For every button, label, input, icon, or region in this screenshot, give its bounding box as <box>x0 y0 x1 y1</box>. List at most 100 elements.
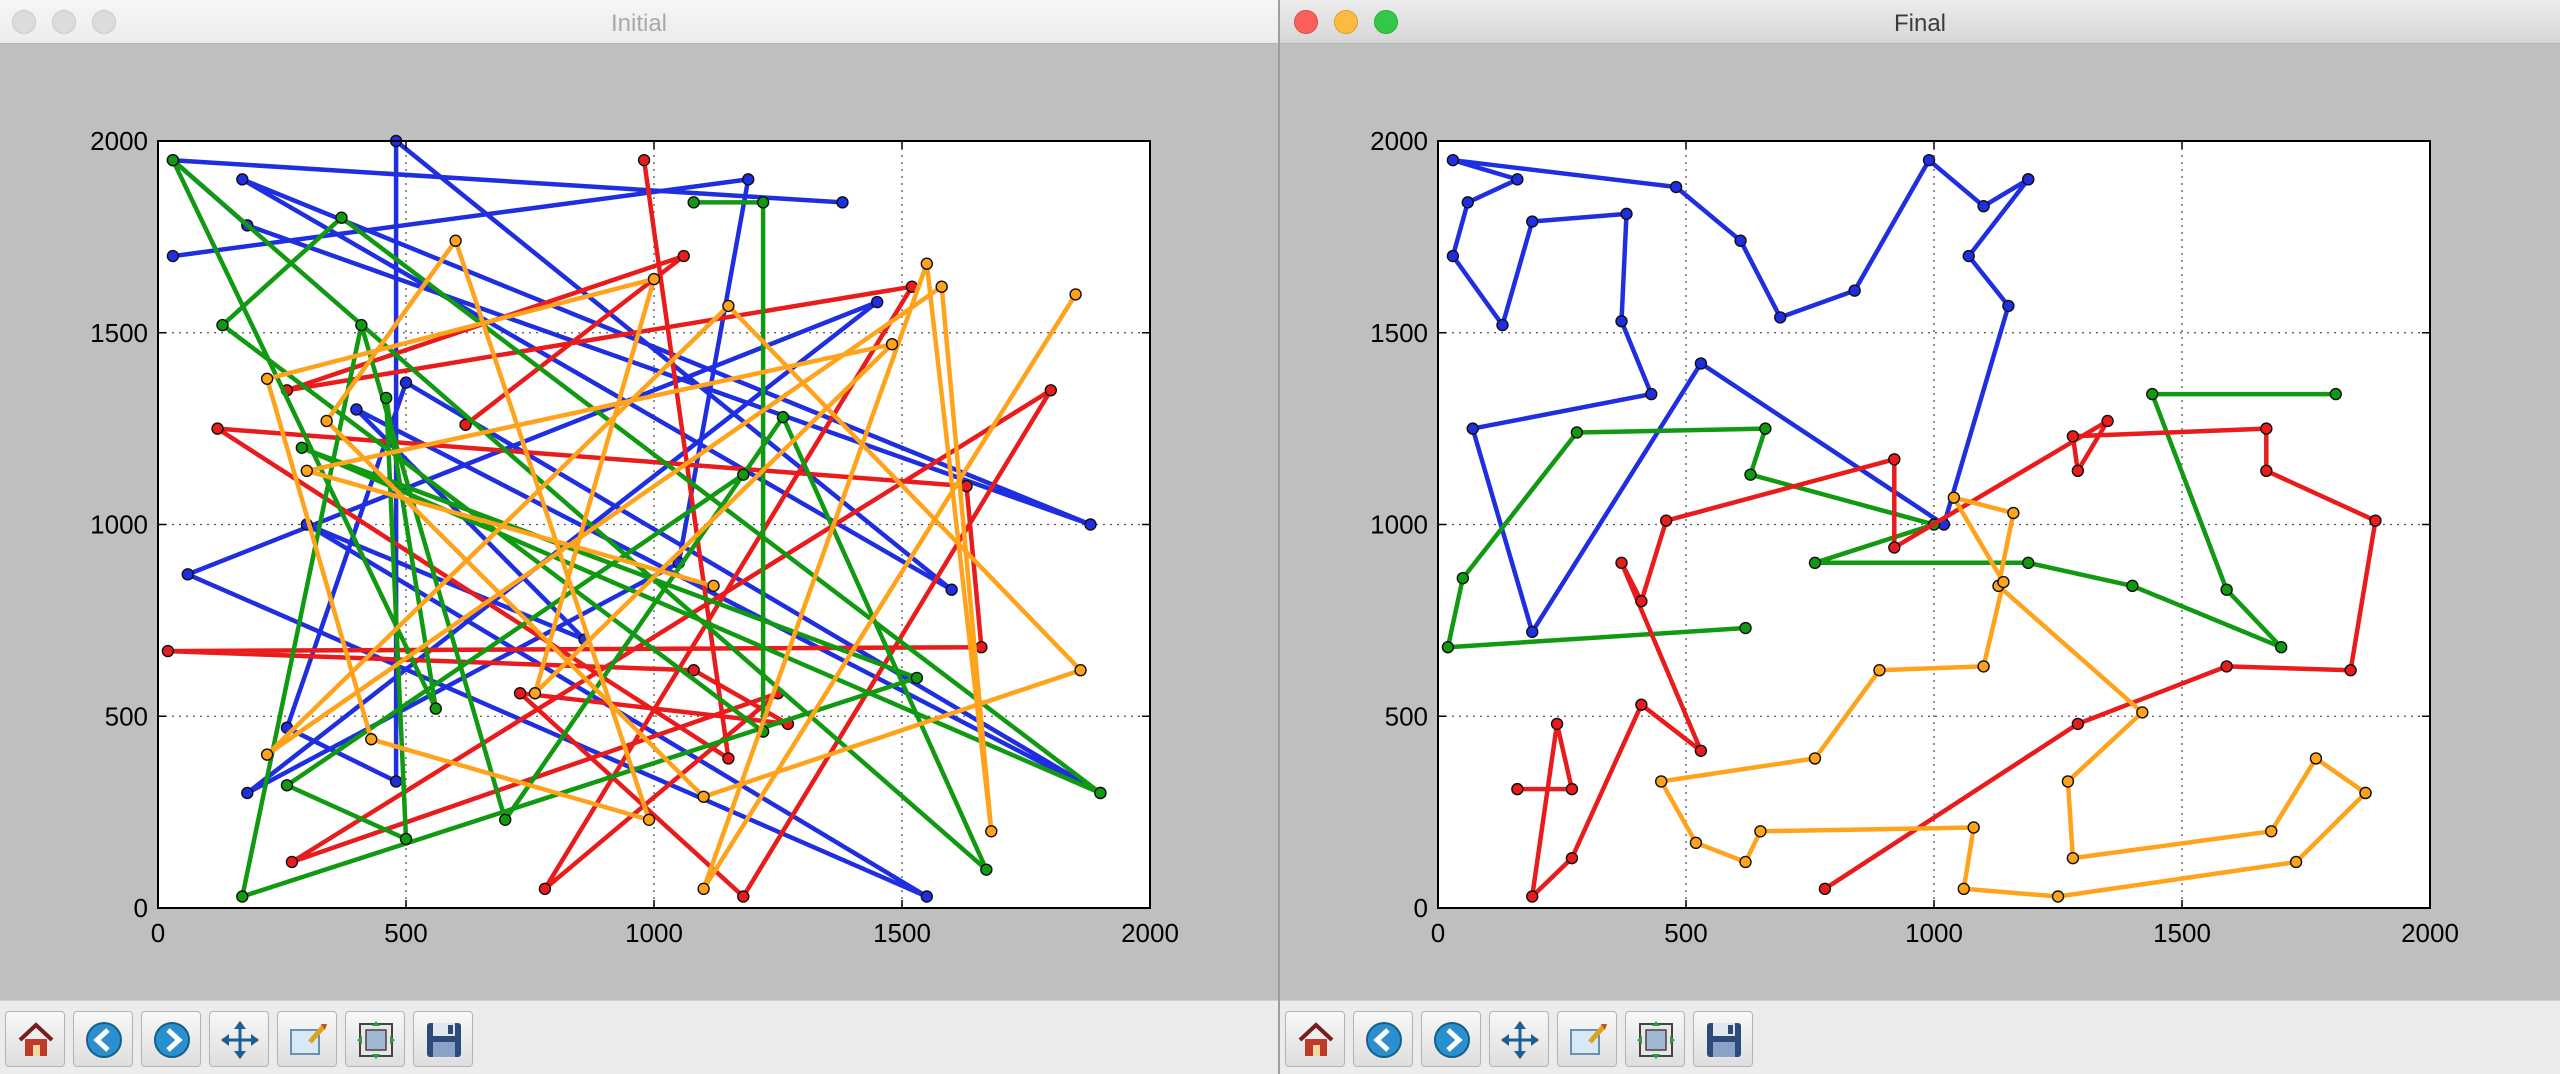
data-point <box>499 813 512 826</box>
title-bar[interactable]: Initial <box>0 0 1278 44</box>
data-point <box>1759 422 1772 435</box>
data-point <box>513 687 527 700</box>
data-point <box>1456 571 1470 585</box>
data-point <box>211 422 224 435</box>
data-point <box>1526 625 1539 639</box>
data-point <box>2275 641 2288 654</box>
initial-chart[interactable]: 0 500 1000 1500 2000 0 500 1000 1500 2000 <box>0 44 1278 999</box>
data-point <box>216 318 229 332</box>
pan-button[interactable] <box>1489 1011 1549 1067</box>
data-point <box>2265 825 2278 838</box>
minimize-button[interactable] <box>1334 10 1358 34</box>
data-point <box>1967 821 1980 834</box>
data-point <box>1094 786 1107 800</box>
pan-icon <box>1501 1021 1539 1059</box>
home-button[interactable] <box>5 1011 65 1067</box>
data-point <box>1977 199 1990 213</box>
data-point <box>910 671 924 685</box>
data-point <box>1947 491 1961 504</box>
zoom-rect-button[interactable] <box>1557 1011 1617 1067</box>
data-point <box>260 372 274 385</box>
data-point <box>538 882 552 896</box>
x-tick-label: 500 <box>384 918 427 948</box>
data-point <box>2051 890 2065 903</box>
pan-button[interactable] <box>209 1011 269 1067</box>
pan-icon <box>221 1021 259 1059</box>
data-point <box>687 196 700 209</box>
data-point <box>1645 387 1658 401</box>
data-point <box>1734 234 1747 247</box>
forward-arrow-button[interactable] <box>1421 1011 1481 1067</box>
data-point <box>1550 717 1564 731</box>
y-tick-label: 0 <box>134 893 148 923</box>
back-arrow-button[interactable] <box>73 1011 133 1067</box>
series-2 <box>1511 414 2382 903</box>
data-point <box>2007 506 2020 520</box>
series-2 <box>166 153 1107 903</box>
data-point <box>836 196 849 209</box>
data-point <box>1977 660 1990 673</box>
final-chart[interactable]: 0 500 1000 1500 2000 0 500 1000 1500 2000 <box>1280 44 2558 999</box>
zoom-button[interactable] <box>92 10 116 34</box>
data-point <box>2260 464 2273 478</box>
data-point <box>2002 299 2015 313</box>
x-tick-label: 2000 <box>1121 918 1179 948</box>
y-tick-label: 0 <box>1414 893 1428 923</box>
y-tick-label: 1000 <box>90 510 148 540</box>
data-point <box>181 568 194 581</box>
navigation-toolbar <box>1280 1000 2560 1074</box>
configure-subplots-button[interactable] <box>345 1011 405 1067</box>
data-point <box>2066 851 2080 865</box>
data-point <box>2022 173 2035 186</box>
back-arrow-button[interactable] <box>1353 1011 1413 1067</box>
forward-arrow-button[interactable] <box>141 1011 201 1067</box>
back-arrow-icon <box>86 1022 122 1058</box>
data-point <box>1446 249 1460 263</box>
data-point <box>2220 583 2233 596</box>
data-point <box>1744 468 1757 481</box>
close-button[interactable] <box>1294 10 1318 34</box>
data-point <box>2369 514 2382 527</box>
zoom-button[interactable] <box>1374 10 1398 34</box>
data-point <box>161 644 175 658</box>
data-point <box>776 410 790 424</box>
data-point <box>399 832 413 846</box>
minimize-button[interactable] <box>52 10 76 34</box>
configure-subplots-button[interactable] <box>1625 1011 1685 1067</box>
data-point <box>1818 882 1832 896</box>
data-point <box>1565 782 1579 796</box>
data-point <box>2344 664 2357 677</box>
final-window: Final 0 500 1000 1500 2000 0 500 1000 1500 2000 <box>1280 0 2560 1074</box>
zoom-rect-button[interactable] <box>277 1011 337 1067</box>
data-point <box>300 464 313 478</box>
data-point <box>1441 641 1455 654</box>
save-button[interactable] <box>413 1011 473 1067</box>
data-point <box>528 687 542 700</box>
data-point <box>1635 698 1648 711</box>
data-point <box>1074 664 1087 677</box>
data-point <box>399 376 413 389</box>
title-bar[interactable]: Final <box>1280 0 2560 44</box>
y-tick-label: 1500 <box>90 318 148 348</box>
save-icon <box>1707 1023 1741 1057</box>
plot-area[interactable]: 0 500 1000 1500 2000 0 500 1000 1500 2000 <box>1280 44 2558 999</box>
data-point <box>637 153 651 167</box>
data-point <box>449 234 462 247</box>
data-point <box>1496 318 1509 332</box>
navigation-toolbar <box>0 1000 1278 1074</box>
data-point <box>1957 882 1970 896</box>
data-point <box>1997 575 2010 589</box>
plot-area[interactable]: 0 500 1000 1500 2000 0 500 1000 1500 2000 <box>0 44 1278 999</box>
data-point <box>429 702 442 715</box>
data-point <box>459 418 472 431</box>
zoom-rect-icon <box>290 1024 327 1055</box>
data-point <box>1739 621 1752 635</box>
data-point <box>707 579 720 593</box>
data-point <box>1084 518 1097 531</box>
save-button[interactable] <box>1693 1011 1753 1067</box>
home-button[interactable] <box>1285 1011 1345 1067</box>
y-tick-label: 500 <box>1385 701 1428 731</box>
close-button[interactable] <box>12 10 36 34</box>
data-point <box>935 280 948 293</box>
data-point <box>960 479 973 493</box>
